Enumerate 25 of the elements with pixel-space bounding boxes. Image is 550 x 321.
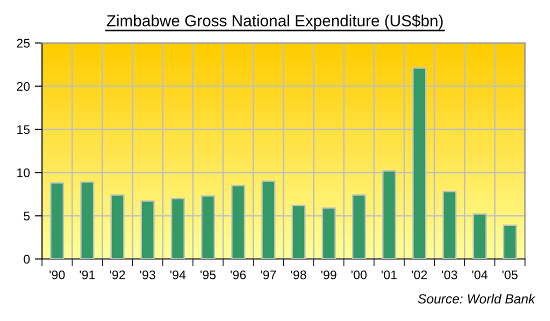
x-tick-label: '94 bbox=[170, 270, 186, 280]
x-tick-label: '95 bbox=[200, 270, 216, 280]
x-tick-label: '93 bbox=[140, 270, 156, 280]
y-tick-label: 5 bbox=[24, 212, 30, 220]
x-tick-label: '04 bbox=[472, 270, 488, 280]
x-tick-label: '91 bbox=[80, 270, 95, 280]
x-tick-label: '99 bbox=[321, 270, 336, 280]
x-tick-label: '03 bbox=[442, 270, 458, 280]
x-tick-label: '98 bbox=[291, 270, 306, 280]
x-tick-label: '00 bbox=[351, 270, 367, 280]
x-tick-label: '90 bbox=[50, 270, 65, 280]
source-note: Source: World Bank bbox=[418, 294, 536, 304]
x-tick-label: '92 bbox=[110, 270, 125, 280]
x-tick-label: '96 bbox=[230, 270, 246, 280]
y-tick-label: 20 bbox=[16, 82, 30, 91]
y-tick-label: 0 bbox=[24, 254, 30, 264]
x-tick-label: '01 bbox=[382, 270, 397, 280]
bar bbox=[502, 224, 517, 259]
y-tick-label: 15 bbox=[17, 125, 30, 134]
x-tick-label: '97 bbox=[260, 270, 276, 280]
x-tick-label: '05 bbox=[502, 270, 518, 280]
y-tick-label: 25 bbox=[16, 38, 30, 48]
x-tick-label: '02 bbox=[412, 270, 427, 280]
y-tick-label: 10 bbox=[17, 168, 30, 178]
chart-title: Zimbabwe Gross National Expenditure (US$bn) bbox=[106, 14, 443, 30]
